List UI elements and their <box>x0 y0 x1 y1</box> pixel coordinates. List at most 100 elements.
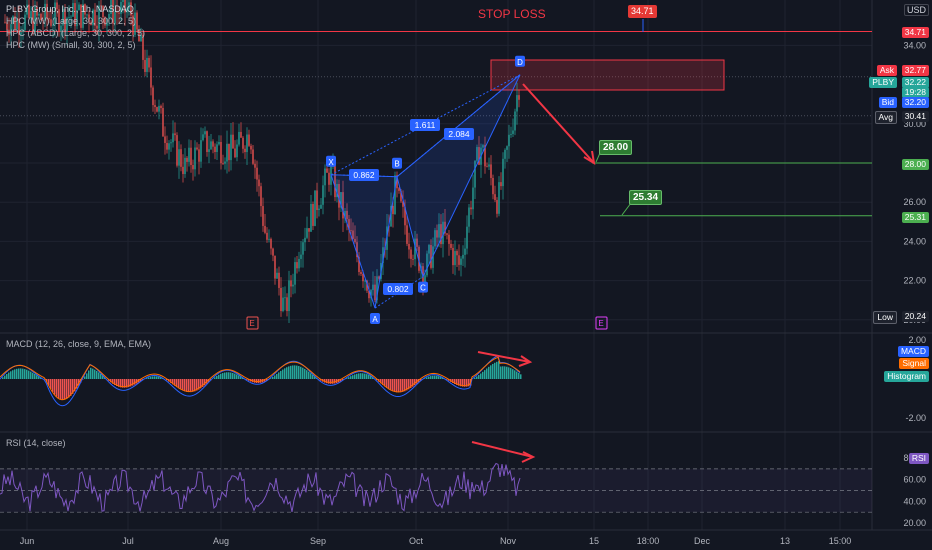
candle-body <box>490 164 492 178</box>
candle-body <box>298 258 300 269</box>
rsi-divergence-arrow <box>471 441 534 458</box>
macd-bar <box>334 379 336 384</box>
projection-arrow-head <box>583 150 596 165</box>
macd-bar <box>194 379 196 392</box>
candle-body <box>120 1 122 14</box>
macd-bar <box>14 369 16 379</box>
macd-bar <box>50 379 52 389</box>
candle-body <box>38 13 40 16</box>
macd-bar <box>348 377 350 379</box>
macd-bar <box>154 376 156 379</box>
candle-body <box>308 228 310 232</box>
candle-body <box>178 149 180 166</box>
macd-bar <box>134 379 136 385</box>
macd-bar <box>158 376 160 379</box>
macd-bar <box>286 367 288 379</box>
candle-body <box>232 134 234 149</box>
macd-bar <box>520 374 522 379</box>
candle-body <box>50 19 52 26</box>
candle-body <box>268 238 270 240</box>
candle-body <box>202 134 204 141</box>
macd-bar <box>38 376 40 379</box>
candle-body <box>68 17 70 19</box>
candle-body <box>132 15 134 35</box>
macd-bar <box>178 379 180 389</box>
candle-body <box>482 145 484 148</box>
candle-body <box>66 17 68 32</box>
macd-bar <box>412 379 414 387</box>
macd-bar <box>228 372 230 379</box>
x-tick-label-10: 15:00 <box>829 536 852 546</box>
candle-body <box>336 184 338 198</box>
candle-body <box>148 57 150 68</box>
macd-bar <box>272 376 274 379</box>
ratio-label-0: 0.862 <box>353 170 375 180</box>
ratio-box-2 <box>383 283 413 295</box>
candle-body <box>454 251 456 266</box>
candle-body <box>234 148 236 158</box>
candle-body <box>238 131 240 145</box>
candle-body <box>512 130 514 134</box>
macd-bar <box>496 361 498 379</box>
macd-bar <box>280 370 282 379</box>
macd-bar <box>218 374 220 379</box>
macd-bar <box>360 373 362 379</box>
macd-bar <box>432 375 434 379</box>
candle-body <box>14 16 16 30</box>
macd-bar <box>370 375 372 379</box>
macd-bar <box>484 370 486 379</box>
candle-body <box>192 165 194 170</box>
candle-body <box>306 228 308 238</box>
macd-bar <box>294 365 296 379</box>
candle-body <box>94 9 96 26</box>
target2-callout: 25.34 <box>629 190 663 205</box>
ask-price-tag: 32.77 <box>901 65 929 76</box>
macd-divergence-arrowhead <box>518 355 533 367</box>
macd-bar <box>196 379 198 391</box>
candle-body <box>494 194 496 201</box>
candle-body <box>502 158 504 187</box>
macd-title[interactable]: MACD (12, 26, close, 9, EMA, EMA) <box>6 339 152 349</box>
candle-body <box>128 2 130 9</box>
candle-body <box>396 175 398 189</box>
candle-body <box>96 25 98 29</box>
indicator-legend-1[interactable]: HPC (MW) (Large, 30, 300, 2, 5) <box>6 16 137 26</box>
macd-bar <box>400 379 402 393</box>
pattern-point-label-b: B <box>394 160 399 169</box>
candle-body <box>328 172 330 185</box>
candle-body <box>430 245 432 268</box>
candle-body <box>500 182 502 187</box>
macd-bar <box>30 371 32 379</box>
low-label: Low <box>873 311 897 324</box>
candle-body <box>390 205 392 227</box>
rsi-title[interactable]: RSI (14, close) <box>6 438 66 448</box>
candle-body <box>272 248 274 256</box>
candle-body <box>400 190 402 202</box>
candle-body <box>264 225 266 233</box>
indicator-legend-2[interactable]: HPC (ABCD) (Large, 30, 300, 2, 5) <box>6 28 146 38</box>
candle-body <box>20 32 22 35</box>
currency-button[interactable]: USD <box>904 4 930 16</box>
candle-body <box>370 290 372 299</box>
macd-bar <box>70 379 72 396</box>
candle-body <box>70 16 72 18</box>
candle-body <box>124 0 126 13</box>
macd-bar <box>224 372 226 379</box>
countdown-tag: 19:28 <box>901 87 929 98</box>
indicator-legend-3[interactable]: HPC (MW) (Small, 30, 300, 2, 5) <box>6 40 136 50</box>
rsi-tick-3: 20.00 <box>903 518 926 528</box>
macd-bar <box>474 377 476 379</box>
candle-body <box>210 141 212 150</box>
macd-bar <box>10 371 12 379</box>
candle-body <box>48 18 50 20</box>
candle-body <box>224 161 226 164</box>
candle-body <box>432 246 434 268</box>
candle-body <box>134 12 136 35</box>
candle-body <box>462 254 464 259</box>
macd-bar <box>362 373 364 379</box>
candle-body <box>466 226 468 249</box>
macd-bar <box>466 379 468 387</box>
macd-bar <box>392 379 394 392</box>
candle-body <box>434 230 436 247</box>
